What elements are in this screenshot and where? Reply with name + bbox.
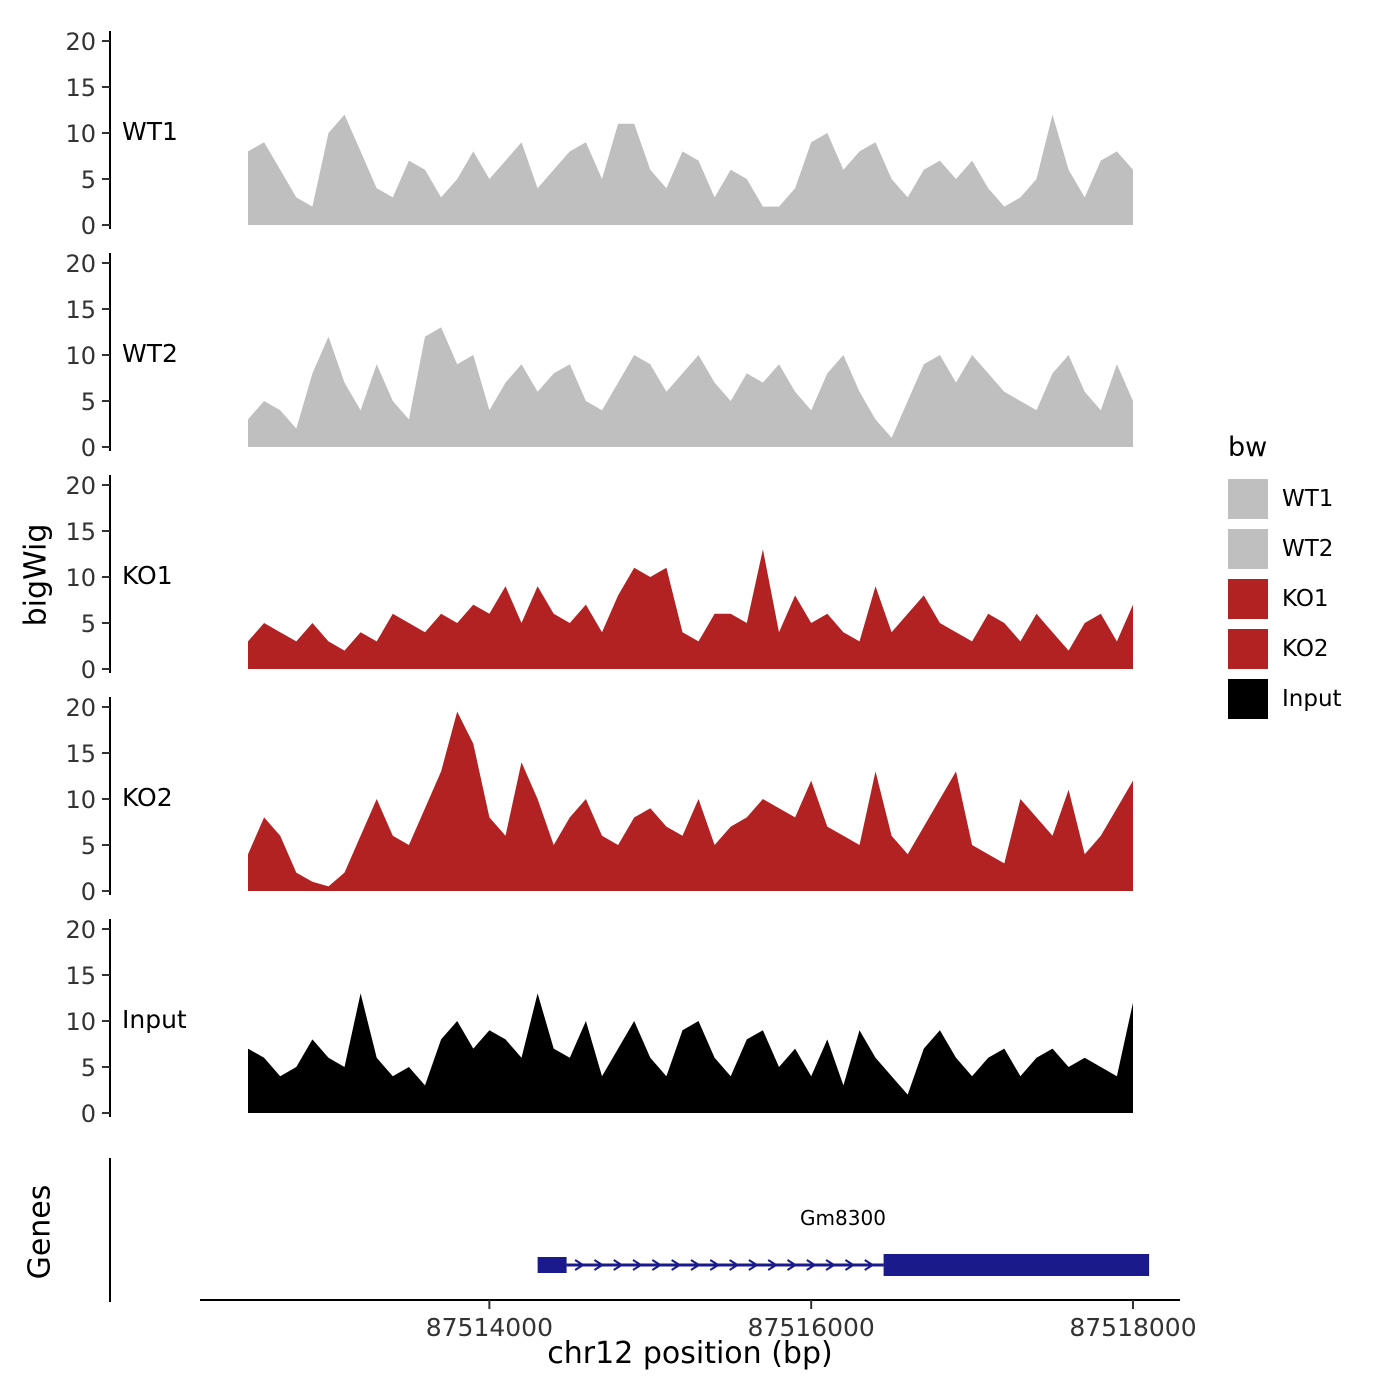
x-tick-label-87516000: 87516000 xyxy=(748,1313,875,1342)
legend-item-input: Input xyxy=(1228,679,1342,719)
x-axis-title: chr12 position (bp) xyxy=(547,1336,833,1371)
y-tick-label-WT1-0: 0 xyxy=(81,212,96,240)
genes-axis-title: Genes xyxy=(22,1184,58,1280)
y-tick-label-Input-5: 5 xyxy=(81,1054,96,1082)
track-label-wt2: WT2 xyxy=(122,339,178,368)
signal-area-KO2 xyxy=(248,711,1133,891)
gene-strand-arrow-icon xyxy=(690,1259,701,1271)
legend-title: bw xyxy=(1228,432,1268,463)
y-tick-label-Input-15: 15 xyxy=(65,962,96,990)
legend-swatch-wt2 xyxy=(1228,529,1268,569)
y-tick-label-KO2-5: 5 xyxy=(81,832,96,860)
legend-swatch-wt1 xyxy=(1228,479,1268,519)
gene-strand-arrow-icon xyxy=(748,1259,759,1271)
gene-strand-arrow-icon xyxy=(864,1259,875,1271)
legend-swatch-input xyxy=(1228,679,1268,719)
x-tick-label-87518000: 87518000 xyxy=(1069,1313,1196,1342)
x-tick-label-87514000: 87514000 xyxy=(426,1313,553,1342)
y-tick-label-KO2-20: 20 xyxy=(65,694,96,722)
legend-label-wt2: WT2 xyxy=(1282,536,1334,562)
track-label-input: Input xyxy=(122,1005,187,1034)
y-tick-label-Input-10: 10 xyxy=(65,1008,96,1036)
y-tick-label-KO2-10: 10 xyxy=(65,786,96,814)
gene-strand-arrow-icon xyxy=(651,1259,663,1271)
gene-strand-arrow-icon xyxy=(806,1259,817,1271)
legend-label-ko2: KO2 xyxy=(1282,636,1329,662)
legend-swatch-ko2 xyxy=(1228,629,1268,669)
gene-strand-arrow-icon xyxy=(786,1259,798,1271)
gene-strand-arrow-icon xyxy=(613,1259,624,1271)
y-tick-label-WT2-15: 15 xyxy=(65,296,96,324)
y-tick-label-WT2-10: 10 xyxy=(65,342,96,370)
legend: bw WT1 WT2 KO1 KO2 Input xyxy=(1228,432,1342,729)
y-tick-label-Input-20: 20 xyxy=(65,916,96,944)
y-tick-label-WT1-15: 15 xyxy=(65,74,96,102)
gene-strand-arrow-icon xyxy=(844,1259,856,1271)
y-tick-label-KO1-10: 10 xyxy=(65,564,96,592)
legend-item-wt1: WT1 xyxy=(1228,479,1342,519)
track-label-ko2: KO2 xyxy=(122,783,173,812)
y-tick-label-WT1-20: 20 xyxy=(65,28,96,56)
y-axis-title: bigWig xyxy=(18,523,54,627)
legend-item-wt2: WT2 xyxy=(1228,529,1342,569)
y-tick-label-KO2-15: 15 xyxy=(65,740,96,768)
gene-large-exon xyxy=(883,1254,1150,1276)
y-tick-label-KO1-15: 15 xyxy=(65,518,96,546)
gene-strand-arrow-icon xyxy=(729,1259,740,1271)
legend-label-ko1: KO1 xyxy=(1282,586,1329,612)
signal-area-WT1 xyxy=(248,114,1133,225)
gene-strand-arrow-icon xyxy=(574,1259,585,1271)
y-tick-label-KO1-20: 20 xyxy=(65,472,96,500)
signal-area-WT2 xyxy=(248,327,1133,447)
gene-strand-arrow-icon xyxy=(593,1259,605,1271)
legend-swatch-ko1 xyxy=(1228,579,1268,619)
y-tick-label-Input-0: 0 xyxy=(81,1100,96,1128)
y-tick-label-WT2-0: 0 xyxy=(81,434,96,462)
legend-label-wt1: WT1 xyxy=(1282,486,1334,512)
track-label-ko1: KO1 xyxy=(122,561,173,590)
y-tick-label-WT2-5: 5 xyxy=(81,388,96,416)
y-tick-label-KO1-5: 5 xyxy=(81,610,96,638)
gene-strand-arrow-icon xyxy=(767,1259,779,1271)
legend-item-ko1: KO1 xyxy=(1228,579,1342,619)
y-tick-label-WT1-5: 5 xyxy=(81,166,96,194)
legend-label-input: Input xyxy=(1282,686,1342,712)
signal-area-KO1 xyxy=(248,549,1133,669)
gene-small-exon xyxy=(537,1257,567,1273)
gene-strand-arrow-icon xyxy=(825,1259,836,1271)
legend-item-ko2: KO2 xyxy=(1228,629,1342,669)
signal-area-Input xyxy=(248,993,1133,1113)
y-tick-label-KO2-0: 0 xyxy=(81,878,96,906)
y-tick-label-KO1-0: 0 xyxy=(81,656,96,684)
gene-strand-arrow-icon xyxy=(709,1259,721,1271)
track-label-wt1: WT1 xyxy=(122,117,178,146)
gene-name-label: Gm8300 xyxy=(800,1206,886,1230)
gene-strand-arrow-icon xyxy=(632,1259,643,1271)
gene-strand-arrow-icon xyxy=(671,1259,682,1271)
y-tick-label-WT1-10: 10 xyxy=(65,120,96,148)
y-tick-label-WT2-20: 20 xyxy=(65,250,96,278)
